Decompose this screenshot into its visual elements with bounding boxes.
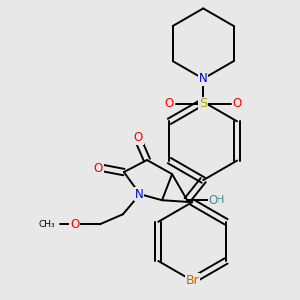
- Text: N: N: [199, 72, 208, 85]
- Text: N: N: [135, 188, 143, 201]
- Text: O: O: [233, 97, 242, 110]
- Text: S: S: [199, 97, 207, 110]
- Text: O: O: [134, 131, 143, 145]
- Text: O: O: [208, 194, 218, 206]
- Text: Br: Br: [185, 274, 199, 287]
- Text: CH₃: CH₃: [39, 220, 56, 229]
- Text: O: O: [164, 97, 174, 110]
- Text: H: H: [216, 195, 224, 205]
- Text: O: O: [94, 162, 103, 175]
- Text: O: O: [70, 218, 79, 231]
